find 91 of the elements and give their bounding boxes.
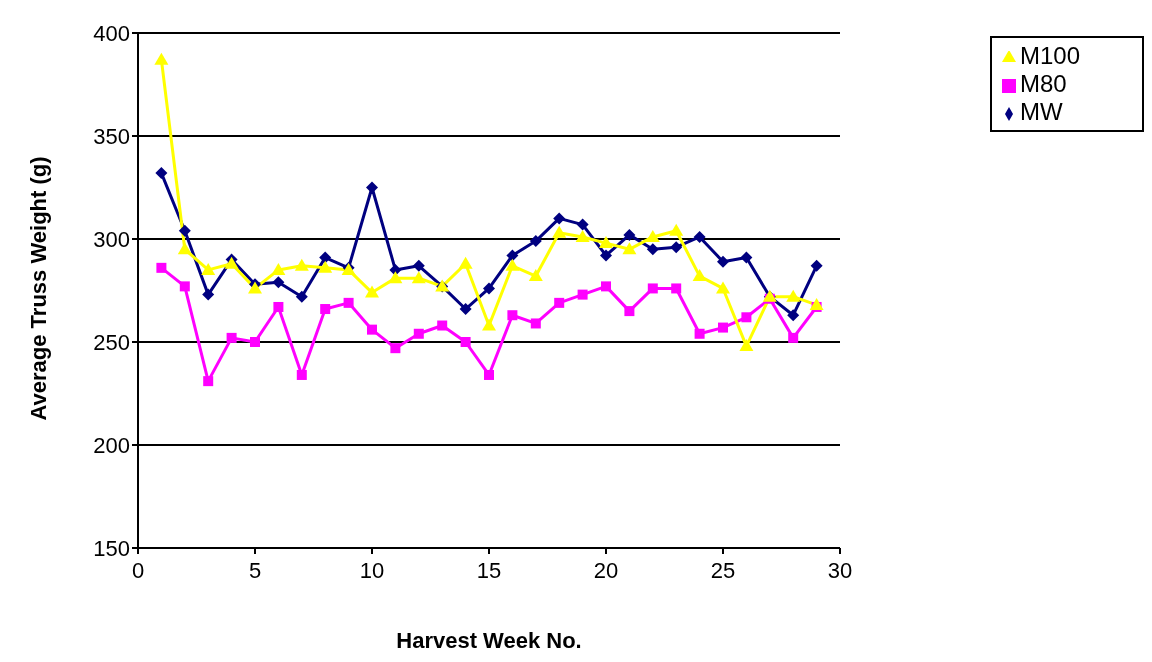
point [320,304,331,315]
point [671,283,682,294]
y-axis-title: Average Truss Weight (g) [25,156,51,421]
point [788,332,799,343]
point [718,322,728,333]
legend-label: M80 [1020,70,1067,97]
point [601,281,611,292]
point [271,262,286,275]
point [670,241,683,254]
point [576,218,589,231]
point [318,260,333,273]
y-tick-label: 200 [93,432,130,458]
point [484,369,494,380]
point [529,235,542,248]
point [155,167,168,180]
y-tick-label: 400 [93,20,130,46]
point [458,256,473,269]
point [645,229,660,242]
point [786,289,801,302]
point [411,271,426,284]
point [201,262,216,275]
point [460,337,471,347]
point [810,259,823,272]
point [692,269,707,282]
point [739,339,754,352]
y-tick-label: 250 [93,329,130,355]
point [202,288,215,301]
x-tick-label: 10 [359,557,385,583]
point [554,297,565,308]
point [482,318,496,331]
point [483,282,495,295]
point [296,369,307,380]
point [740,251,753,264]
point [647,283,658,294]
point [154,52,169,65]
point [575,229,590,242]
point [295,290,308,303]
point [669,223,684,236]
x-tick-label: 20 [593,557,619,583]
point [203,376,214,387]
point [530,318,541,329]
point [599,236,613,249]
point [459,303,472,316]
point [600,249,612,262]
point [273,301,284,312]
point [388,271,403,284]
y-tick-label: 300 [93,226,130,252]
legend-label: M100 [1020,42,1081,69]
point [622,242,637,255]
point [528,269,543,282]
point [787,309,800,322]
point [390,343,401,354]
point [294,258,309,271]
point [624,306,635,317]
point [343,297,354,308]
point [623,228,636,241]
point [552,225,567,238]
point [693,230,706,243]
point [646,243,659,256]
y-tick-label: 150 [93,535,130,561]
point [156,262,167,273]
point [553,212,566,225]
point [716,281,730,294]
point [412,259,425,272]
y-tick-label: 350 [93,123,130,149]
point [178,224,191,237]
x-tick-label: 15 [476,557,502,583]
legend-label: MW [1020,98,1063,125]
point [413,328,424,339]
point [226,332,237,343]
point [367,324,377,335]
point [507,310,518,321]
x-tick-label: 0 [131,557,145,583]
point [365,285,379,298]
point [717,255,729,268]
point [577,289,588,300]
x-tick-label: 30 [827,557,853,583]
point [319,251,332,264]
x-axis-title: Harvest Week No. [396,628,582,653]
x-tick-label: 25 [710,557,736,583]
point [694,328,705,339]
point [741,312,752,323]
point [437,320,448,331]
x-tick-label: 5 [248,557,262,583]
point [506,249,519,262]
point [505,258,520,271]
point [250,337,260,347]
point [177,242,192,255]
point [272,276,285,289]
point [179,281,190,292]
point [809,297,824,310]
